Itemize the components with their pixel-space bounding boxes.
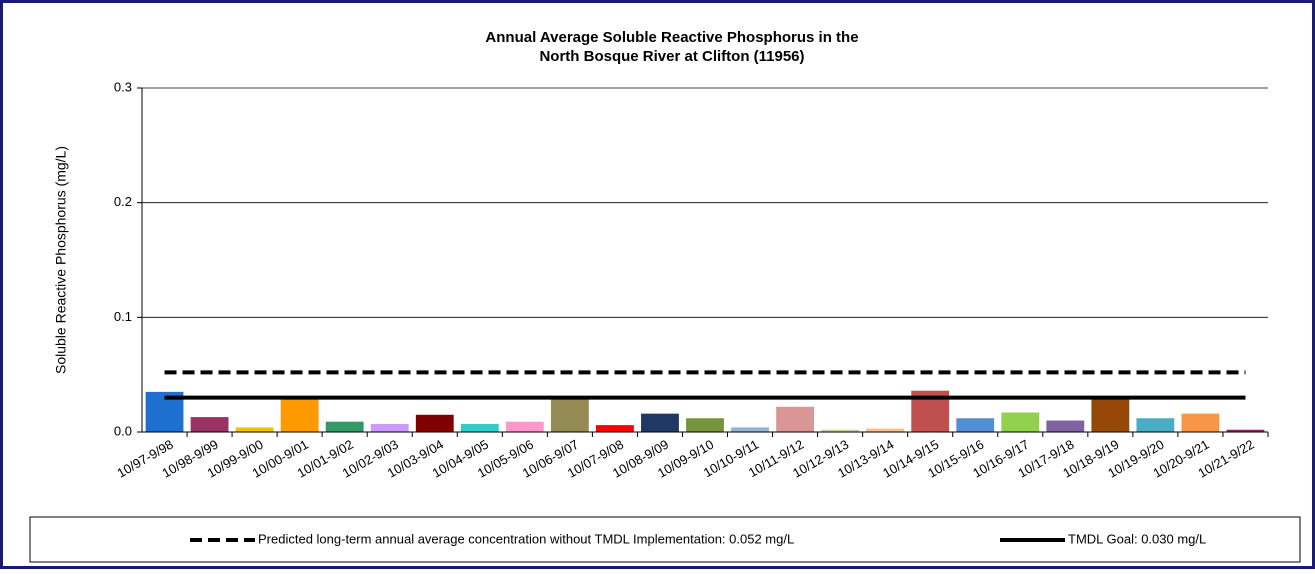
bar <box>280 398 319 432</box>
bar <box>505 421 544 432</box>
y-tick-label: 0.0 <box>114 423 132 438</box>
bar <box>686 418 724 432</box>
bar <box>325 421 364 432</box>
bar <box>190 417 229 432</box>
bar <box>821 429 860 432</box>
bar <box>415 414 454 432</box>
chart-title: North Bosque River at Clifton (11956) <box>539 48 804 65</box>
chart-title: Annual Average Soluble Reactive Phosphor… <box>485 29 858 46</box>
bar <box>1226 429 1265 432</box>
bar <box>956 418 995 432</box>
bar <box>596 425 634 432</box>
bar <box>1181 413 1220 432</box>
y-tick-label: 0.3 <box>114 79 132 94</box>
bar <box>550 397 589 432</box>
bar <box>866 428 905 432</box>
legend-label: Predicted long-term annual average conce… <box>258 531 794 546</box>
bar <box>1091 397 1130 432</box>
legend-label: TMDL Goal: 0.030 mg/L <box>1068 531 1206 546</box>
bar <box>1046 420 1085 432</box>
legend <box>29 516 1301 563</box>
bar <box>641 413 679 432</box>
bar <box>731 427 769 432</box>
bar <box>1001 412 1040 432</box>
bar <box>1136 418 1175 432</box>
y-tick-label: 0.1 <box>114 309 132 324</box>
bar <box>776 406 814 432</box>
bar <box>370 423 409 432</box>
y-axis-label: Soluble Reactive Phosphorus (mg/L) <box>53 146 69 374</box>
bar <box>460 423 499 432</box>
bar <box>235 427 274 432</box>
y-tick-label: 0.2 <box>114 194 132 209</box>
